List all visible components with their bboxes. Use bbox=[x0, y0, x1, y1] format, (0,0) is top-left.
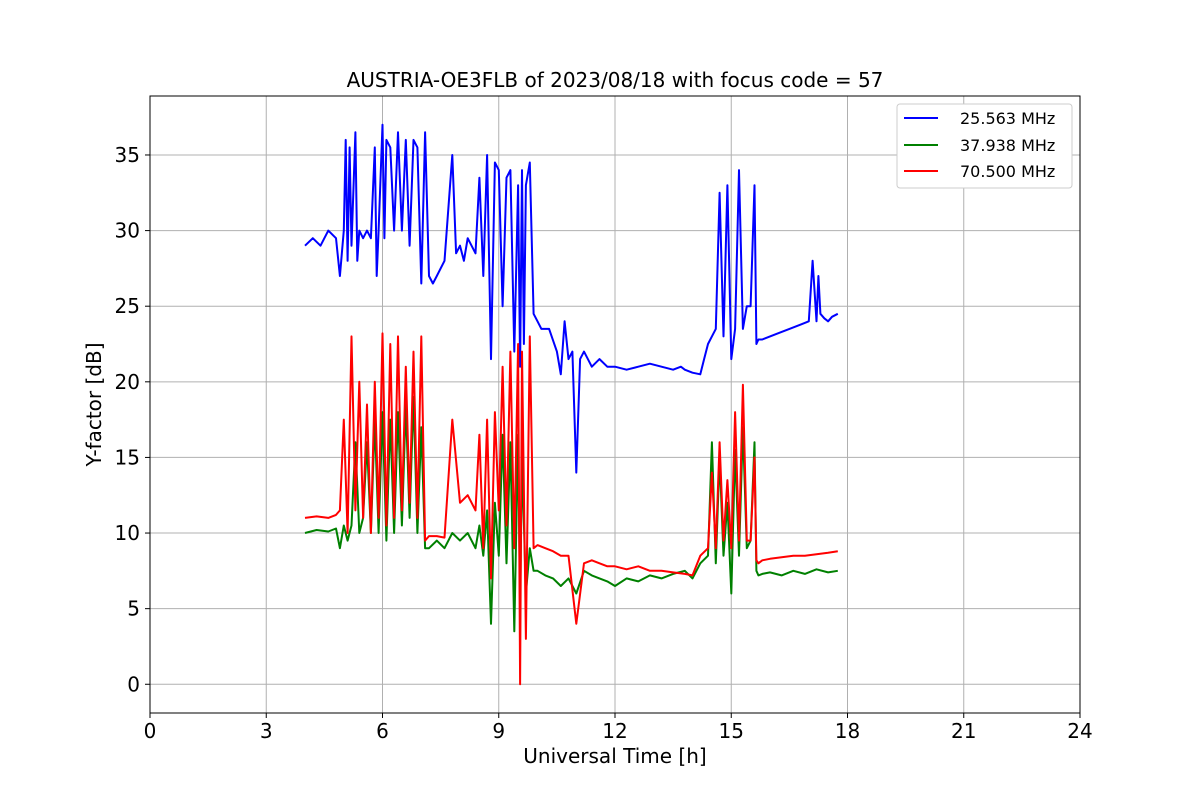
legend-label-25563: 25.563 MHz bbox=[960, 109, 1055, 128]
x-tick-label: 15 bbox=[719, 719, 744, 743]
plot-series bbox=[304, 123, 839, 686]
y-tick-label: 30 bbox=[115, 219, 140, 243]
x-tick-label: 24 bbox=[1067, 719, 1092, 743]
x-tick-label: 21 bbox=[951, 719, 976, 743]
y-tick-label: 15 bbox=[115, 445, 140, 469]
series-line-70-500-mhz bbox=[304, 332, 838, 686]
legend-label-37938: 37.938 MHz bbox=[960, 136, 1055, 155]
y-tick-label: 0 bbox=[127, 672, 140, 696]
x-tick-label: 0 bbox=[144, 719, 157, 743]
legend-label-70500: 70.500 MHz bbox=[960, 162, 1055, 181]
chart-title: AUSTRIA-OE3FLB of 2023/08/18 with focus … bbox=[347, 68, 884, 92]
legend-box bbox=[896, 103, 1073, 189]
x-tick-label: 9 bbox=[492, 719, 505, 743]
y-tick-label: 10 bbox=[115, 521, 140, 545]
x-tick-label: 6 bbox=[376, 719, 389, 743]
grid-lines bbox=[149, 96, 1081, 713]
x-tick-label: 18 bbox=[835, 719, 860, 743]
y-tick-label: 35 bbox=[115, 143, 140, 167]
x-tick-label: 12 bbox=[602, 719, 627, 743]
y-tick-label: 20 bbox=[115, 370, 140, 394]
y-tick-label: 25 bbox=[115, 294, 140, 318]
x-tick-label: 3 bbox=[260, 719, 273, 743]
x-axis-label: Universal Time [h] bbox=[523, 744, 706, 768]
legend: 25.563 MHz 37.938 MHz 70.500 MHz bbox=[896, 103, 1073, 189]
y-tick-label: 5 bbox=[127, 597, 140, 621]
y-axis-label: Y-factor [dB] bbox=[82, 342, 106, 467]
series-line-25-563-mhz bbox=[304, 123, 839, 474]
axis-ticks: 0 3 6 9 12 15 18 21 24 0 5 10 15 20 25 30 35 bbox=[115, 143, 1093, 743]
